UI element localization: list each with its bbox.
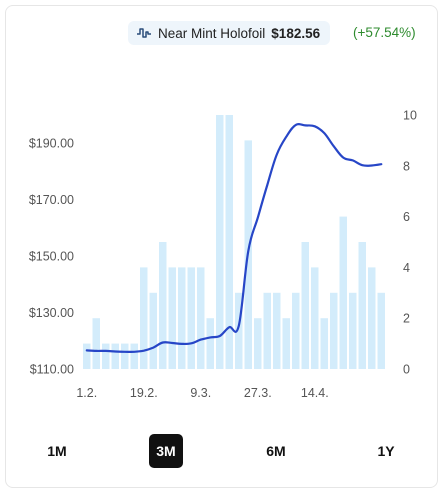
price-line [85,122,383,353]
y-right-tick-label: 2 [403,312,410,326]
volume-bar [358,242,366,369]
range-button-1y[interactable]: 1Y [377,443,395,459]
x-tick-label: 27.3. [244,386,272,400]
y-left-tick-label: $170.00 [29,193,74,207]
y-right-tick-label: 10 [403,109,417,123]
volume-bar [168,267,176,369]
y-right-tick-label: 4 [403,261,410,275]
volume-bar [330,292,338,369]
volume-bar [254,318,262,369]
volume-bar [121,343,129,369]
y-right-tick-label: 8 [403,159,410,173]
volume-bar [197,267,205,369]
volume-bar [263,292,271,369]
volume-bar [311,267,319,369]
y-left-tick-label: $110.00 [30,363,74,377]
volume-bar [320,318,328,369]
volume-bar [368,267,376,369]
volume-bar [149,292,157,369]
volume-bar [349,292,357,369]
x-tick-label: 14.4. [301,386,329,400]
x-tick-label: 19.2. [130,386,158,400]
time-range-selector: 1M 3M 6M 1Y [0,434,445,468]
volume-bar [225,115,233,369]
volume-bar [216,115,224,369]
x-tick-label: 9.3. [190,386,211,400]
volume-bar [206,318,214,369]
price-pulse-icon [136,26,152,40]
volume-bar [282,318,290,369]
volume-bar [92,318,100,369]
y-right-tick-label: 6 [403,210,410,224]
volume-bar [159,242,167,369]
y-left-tick-label: $150.00 [29,250,74,264]
x-tick-label: 1.2. [76,386,97,400]
volume-bar [273,292,281,369]
volume-bar [235,292,243,369]
range-button-1m[interactable]: 1M [47,443,67,459]
condition-label: Near Mint Holofoil [158,25,266,41]
volume-bar [83,343,91,369]
volume-bar [102,343,110,369]
condition-price-pill: Near Mint Holofoil $182.56 [128,21,331,45]
y-left-tick-label: $190.00 [29,137,74,151]
price-change-percent: (+57.54%) [353,25,416,40]
volume-bar [301,242,309,369]
volume-bar [140,267,148,369]
volume-bar [178,267,186,369]
price-volume-chart: $110.00 $130.00 $150.00 $170.00 $190.00 0 2 4 6 8… [29,109,417,401]
range-button-3m[interactable]: 3M [149,434,183,468]
y-left-tick-label: $130.00 [29,306,74,320]
volume-bar [111,343,119,369]
volume-bar [292,292,300,369]
volume-bar [187,267,195,369]
volume-bar [339,216,347,369]
current-price: $182.56 [271,25,321,41]
volume-bar [130,343,138,369]
range-button-6m[interactable]: 6M [266,443,286,459]
y-right-tick-label: 0 [403,363,410,377]
volume-bar [377,292,385,369]
